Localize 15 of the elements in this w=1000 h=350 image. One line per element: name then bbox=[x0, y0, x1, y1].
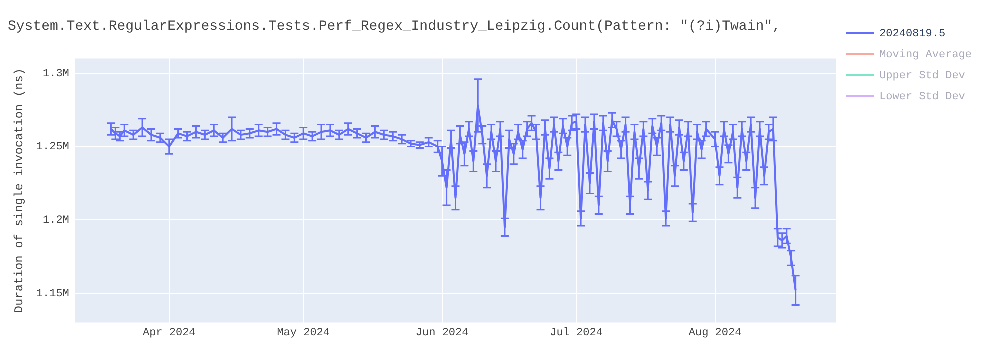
x-tick-label: Aug 2024 bbox=[688, 327, 742, 340]
y-tick-label: 1.3M bbox=[43, 68, 70, 80]
chart-title: System.Text.RegularExpressions.Tests.Perf_Regex_Industry_Leipzig.Count(Pattern: "(?i)Twain", bbox=[8, 19, 781, 36]
y-tick-label: 1.2M bbox=[43, 215, 70, 228]
x-tick-label: Jun 2024 bbox=[416, 327, 470, 340]
x-tick-label: Apr 2024 bbox=[142, 327, 196, 340]
y-tick-label: 1.15M bbox=[36, 288, 70, 300]
legend-label: Lower Std Dev bbox=[880, 91, 966, 104]
legend-label: Upper Std Dev bbox=[880, 70, 966, 82]
legend-label: 20240819.5 bbox=[880, 28, 946, 40]
legend-label: Moving Average bbox=[880, 49, 972, 62]
x-tick-label: May 2024 bbox=[277, 327, 330, 340]
y-tick-label: 1.25M bbox=[36, 142, 70, 154]
x-tick-label: Jul 2024 bbox=[550, 327, 604, 340]
y-axis-title: Duration of single invocation (ns) bbox=[12, 68, 26, 314]
